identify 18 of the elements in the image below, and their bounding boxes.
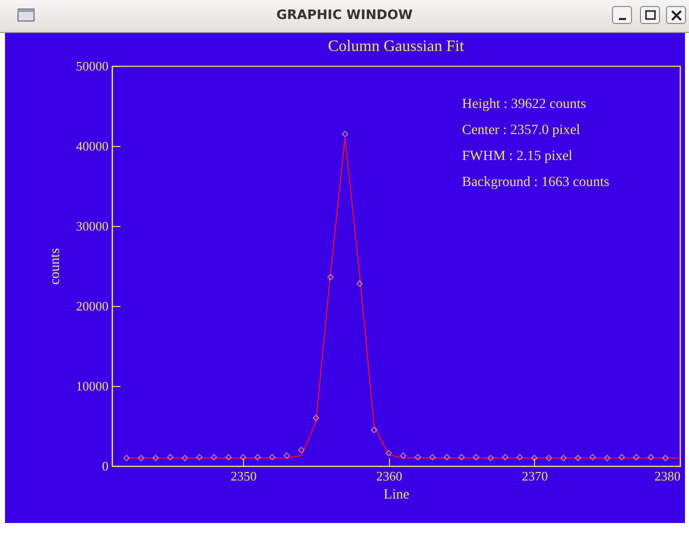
annotation: FWHM : 2.15 pixel [462,149,573,164]
y-tick-label: 40000 [76,138,108,154]
annotation: Height : 39622 counts [462,97,586,112]
y-tick-label: 0 [102,458,108,474]
y-tick-label: 30000 [76,218,108,234]
x-tick-label: 2370 [522,468,548,484]
x-tick-label: 2350 [230,468,257,484]
y-tick-label: 10000 [76,378,108,394]
x-axis-title: Line [384,488,410,502]
text: GRAPHIC WINDOW [275,8,414,23]
x-tick-label: 2360 [376,468,402,484]
x-tick-label: 2380 [654,468,680,484]
annotation: Background : 1663 counts [462,175,610,190]
chart-title: Column Gaussian Fit [328,38,465,55]
y-tick-label: 20000 [76,298,108,314]
y-axis-title: counts [48,248,63,285]
annotation: Center : 2357.0 pixel [462,123,580,138]
y-tick-label: 50000 [76,58,108,74]
